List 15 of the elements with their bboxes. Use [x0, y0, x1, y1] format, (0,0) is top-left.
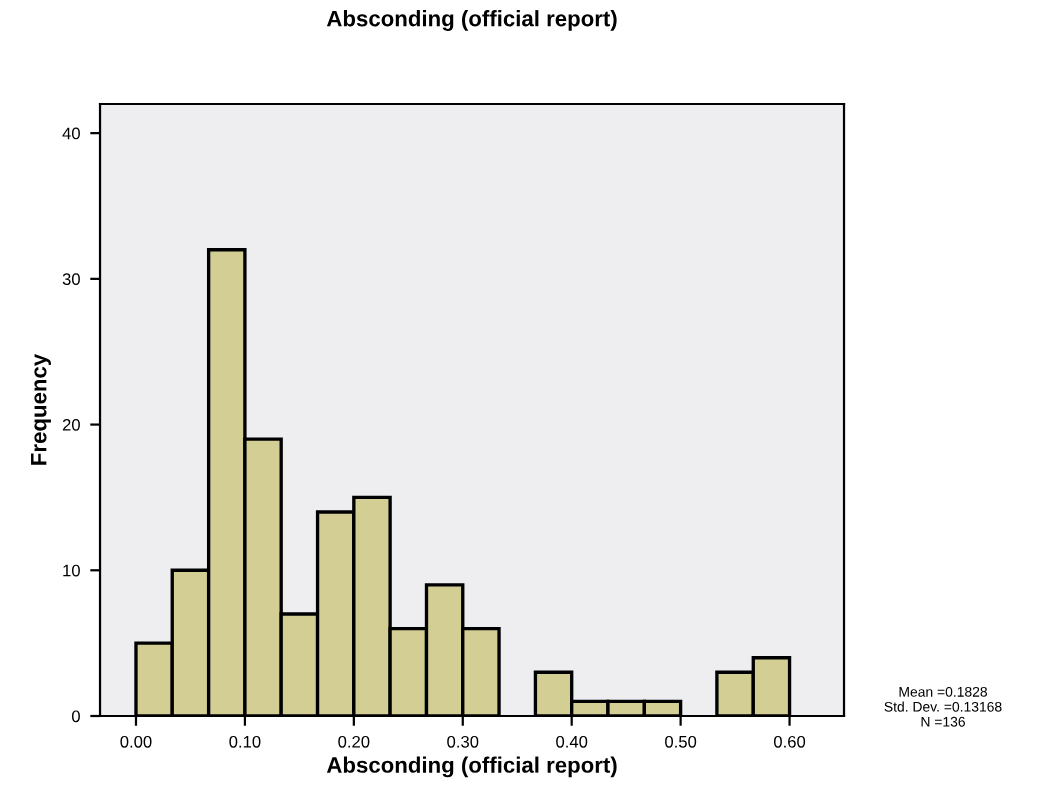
- x-tick-label: 0.40: [556, 735, 588, 748]
- x-tick-label: 0.30: [447, 735, 479, 748]
- y-axis-title: Frequency: [31, 353, 51, 465]
- y-tick-label: 10: [63, 564, 80, 577]
- chart-title: Absconding (official report): [326, 10, 617, 31]
- x-tick-label: 0.00: [120, 735, 152, 748]
- y-tick-label: 30: [62, 273, 80, 286]
- x-tick-label: 0.50: [665, 735, 697, 748]
- x-tick-label: 0.20: [338, 735, 370, 748]
- y-tick-label: 0: [71, 710, 80, 723]
- y-tick-label: 20: [62, 418, 80, 431]
- x-axis-title: Absconding (official report): [326, 756, 617, 778]
- x-tick-label: 0.10: [229, 735, 261, 748]
- x-tick-label: 0.60: [773, 735, 806, 748]
- y-tick-label: 40: [62, 127, 80, 140]
